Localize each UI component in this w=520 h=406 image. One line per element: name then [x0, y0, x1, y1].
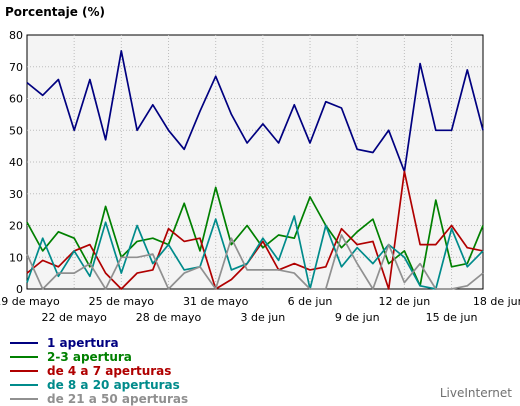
x-tick-label: 25 de mayo — [89, 295, 155, 308]
y-tick-label: 80 — [9, 29, 23, 42]
grid-lines — [27, 35, 483, 289]
legend-swatch — [10, 370, 38, 372]
legend-swatch — [10, 398, 38, 400]
x-tick-label: 28 de mayo — [136, 311, 202, 324]
y-tick-label: 0 — [16, 283, 23, 296]
legend: 1 apertura 2-3 apertura de 4 a 7 apertur… — [10, 336, 310, 406]
x-tick-label: 15 de jun — [426, 311, 478, 324]
x-tick-label: 9 de jun — [335, 311, 380, 324]
series-line — [26, 234, 484, 290]
y-tick-label: 70 — [9, 61, 23, 74]
chart-title: Porcentaje (%) — [5, 5, 105, 19]
y-axis: 0 10 20 30 40 50 60 70 80 — [9, 29, 23, 296]
legend-swatch — [10, 356, 38, 358]
y-tick-label: 30 — [9, 188, 23, 201]
y-tick-label: 20 — [9, 220, 23, 233]
x-tick-label: 19 de mayo — [0, 295, 60, 308]
legend-swatch — [10, 342, 38, 344]
x-tick-label: 31 de mayo — [183, 295, 249, 308]
legend-item: 2-3 apertura — [10, 350, 310, 364]
legend-label: de 8 a 20 aperturas — [47, 378, 180, 392]
x-tick-label: 3 de jun — [240, 311, 285, 324]
legend-item: de 4 a 7 aperturas — [10, 364, 310, 378]
legend-label: 2-3 apertura — [47, 350, 132, 364]
y-tick-label: 40 — [9, 156, 23, 169]
y-tick-label: 50 — [9, 124, 23, 137]
x-tick-label: 22 de mayo — [41, 311, 107, 324]
legend-item: 1 apertura — [10, 336, 310, 350]
brand-label: LiveInternet — [439, 386, 512, 400]
series-group — [26, 50, 484, 290]
legend-label: de 4 a 7 aperturas — [47, 364, 172, 378]
legend-label: de 21 a 50 aperturas — [47, 392, 189, 406]
x-tick-label: 6 de jun — [288, 295, 333, 308]
legend-label: 1 apertura — [47, 336, 119, 350]
x-tick-label: 18 de jun — [473, 295, 520, 308]
legend-item: de 8 a 20 aperturas — [10, 378, 310, 392]
y-tick-label: 60 — [9, 93, 23, 106]
legend-item: de 21 a 50 aperturas — [10, 392, 310, 406]
x-tick-label: 12 de jun — [379, 295, 431, 308]
series-line — [26, 50, 484, 173]
legend-swatch — [10, 384, 38, 386]
series-line — [26, 215, 484, 290]
y-tick-label: 10 — [9, 251, 23, 264]
series-line — [26, 186, 484, 287]
x-axis: 19 de mayo 25 de mayo 31 de mayo 6 de jun 12… — [0, 295, 520, 324]
